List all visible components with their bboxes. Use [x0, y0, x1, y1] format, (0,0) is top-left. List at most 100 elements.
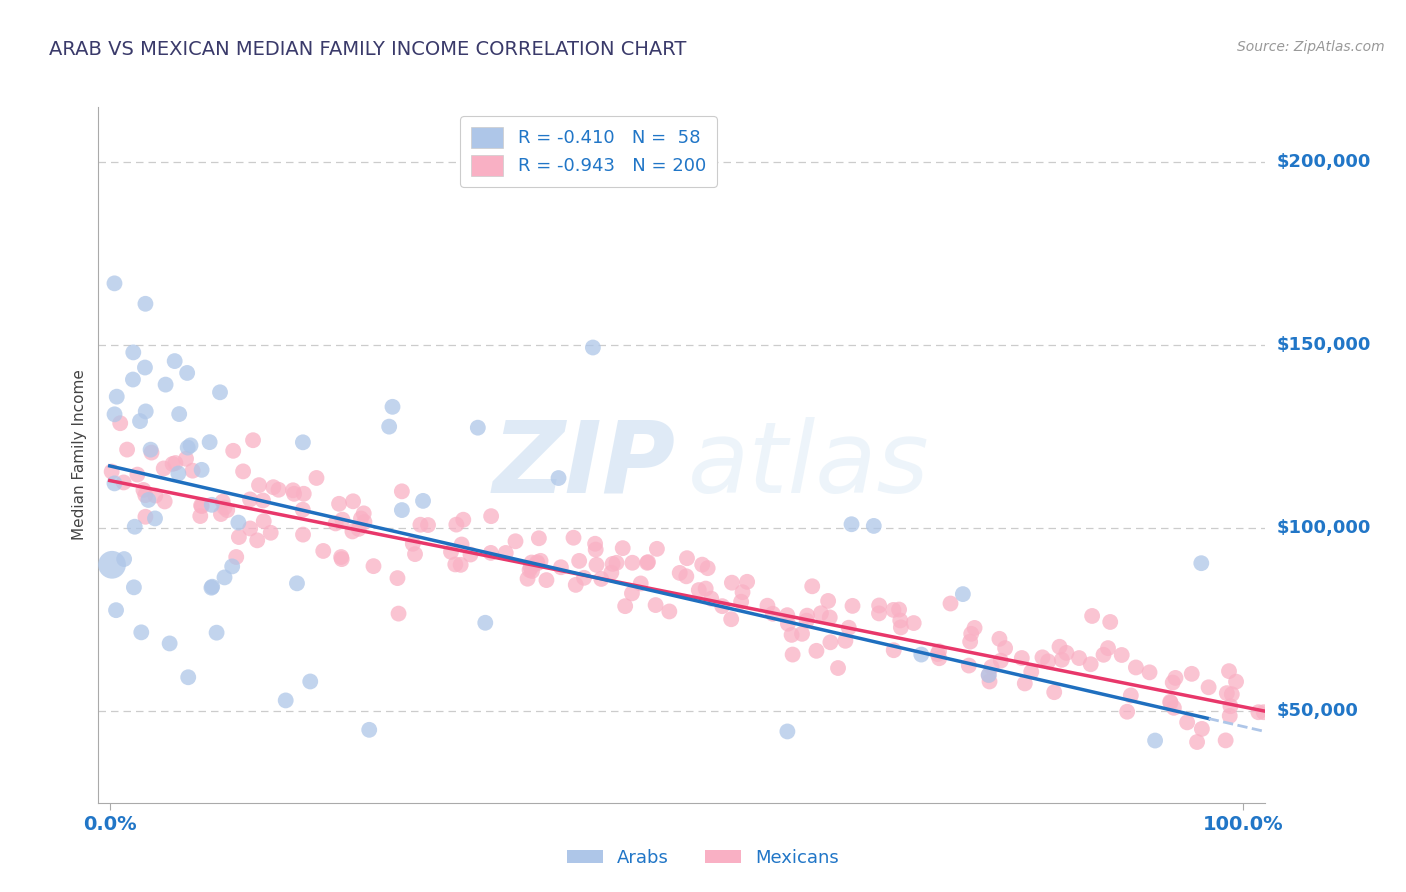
- Point: [281, 483, 304, 498]
- Point: [291, 435, 314, 450]
- Point: [239, 521, 262, 535]
- Point: [801, 579, 824, 593]
- Point: [782, 648, 804, 662]
- Point: [274, 693, 297, 707]
- Point: [208, 385, 231, 400]
- Point: [612, 541, 634, 556]
- Point: [1160, 696, 1182, 710]
- Point: [115, 442, 138, 457]
- Point: [1092, 648, 1115, 662]
- Point: [232, 464, 254, 478]
- Point: [790, 627, 813, 641]
- Point: [776, 608, 799, 623]
- Point: [209, 507, 232, 521]
- Point: [174, 451, 197, 466]
- Point: [1181, 666, 1204, 681]
- Point: [124, 520, 146, 534]
- Point: [1163, 701, 1185, 715]
- Point: [127, 467, 149, 482]
- Legend: R = -0.410   N =  58, R = -0.943   N = 200: R = -0.410 N = 58, R = -0.943 N = 200: [460, 116, 717, 186]
- Point: [690, 558, 713, 572]
- Point: [582, 341, 605, 355]
- Point: [696, 561, 718, 575]
- Point: [283, 487, 305, 501]
- Point: [332, 513, 354, 527]
- Point: [214, 570, 236, 584]
- Point: [519, 563, 541, 577]
- Point: [1049, 640, 1071, 654]
- Point: [637, 555, 659, 569]
- Point: [668, 566, 690, 580]
- Point: [505, 534, 527, 549]
- Point: [568, 554, 591, 568]
- Point: [467, 420, 489, 434]
- Point: [163, 354, 186, 368]
- Point: [325, 516, 347, 531]
- Point: [562, 531, 585, 545]
- Point: [201, 498, 224, 512]
- Point: [1218, 664, 1240, 678]
- Point: [363, 559, 385, 574]
- Point: [191, 499, 214, 513]
- Point: [1099, 615, 1122, 629]
- Point: [1111, 648, 1133, 662]
- Point: [585, 558, 607, 572]
- Point: [776, 724, 799, 739]
- Point: [1159, 695, 1181, 709]
- Point: [347, 522, 370, 536]
- Point: [285, 576, 308, 591]
- Point: [100, 465, 122, 479]
- Point: [1144, 733, 1167, 747]
- Point: [134, 360, 156, 375]
- Point: [353, 515, 375, 529]
- Point: [153, 494, 176, 508]
- Point: [1219, 699, 1241, 714]
- Point: [731, 585, 754, 599]
- Point: [105, 603, 128, 617]
- Point: [526, 555, 548, 569]
- Point: [222, 443, 245, 458]
- Point: [176, 441, 198, 455]
- Point: [700, 591, 723, 606]
- Point: [103, 476, 125, 491]
- Point: [1031, 650, 1053, 665]
- Point: [645, 541, 668, 556]
- Point: [138, 492, 160, 507]
- Point: [1164, 671, 1187, 685]
- Point: [547, 471, 569, 485]
- Point: [312, 544, 335, 558]
- Point: [720, 612, 742, 626]
- Point: [342, 494, 364, 508]
- Point: [529, 554, 551, 568]
- Point: [1097, 641, 1119, 656]
- Point: [330, 549, 353, 564]
- Point: [939, 597, 962, 611]
- Point: [963, 621, 986, 635]
- Legend: Arabs, Mexicans: Arabs, Mexicans: [560, 842, 846, 874]
- Point: [550, 560, 572, 574]
- Point: [868, 607, 890, 621]
- Point: [292, 527, 315, 541]
- Point: [359, 723, 381, 737]
- Point: [841, 599, 863, 613]
- Point: [516, 572, 538, 586]
- Point: [887, 602, 910, 616]
- Point: [152, 461, 174, 475]
- Point: [387, 571, 409, 585]
- Point: [1014, 676, 1036, 690]
- Point: [135, 404, 157, 418]
- Point: [391, 484, 413, 499]
- Point: [391, 503, 413, 517]
- Point: [1067, 651, 1090, 665]
- Point: [927, 647, 949, 661]
- Point: [143, 511, 166, 525]
- Point: [994, 641, 1017, 656]
- Point: [205, 625, 228, 640]
- Y-axis label: Median Family Income: Median Family Income: [72, 369, 87, 541]
- Point: [139, 442, 162, 457]
- Text: $50,000: $50,000: [1277, 702, 1358, 720]
- Point: [108, 416, 131, 430]
- Point: [211, 494, 233, 508]
- Point: [1253, 705, 1275, 719]
- Point: [162, 457, 184, 471]
